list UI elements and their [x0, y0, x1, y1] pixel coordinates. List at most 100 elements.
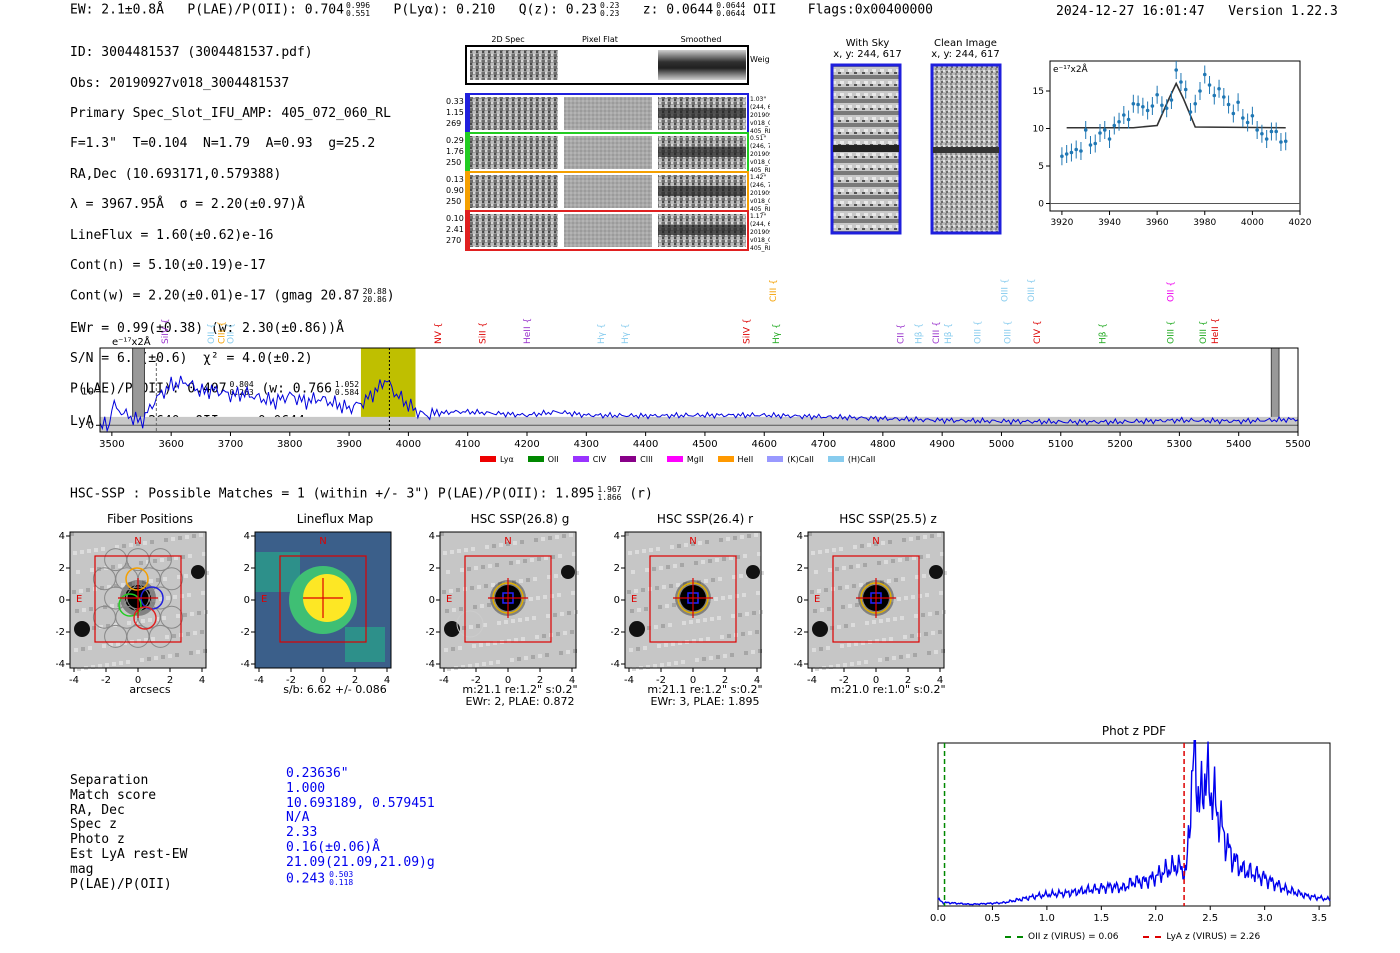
- sky-noise-pixel: [139, 561, 143, 565]
- sky-noise-pixel: [187, 593, 191, 597]
- neighbor-source: [191, 565, 205, 579]
- sky-noise-pixel: [126, 660, 130, 664]
- sky-noise-pixel: [887, 579, 891, 583]
- neighbor-source: [812, 621, 828, 637]
- sky-noise-pixel: [462, 626, 466, 630]
- cutout-smoothed-band: [658, 186, 746, 196]
- sky-noise-pixel: [150, 540, 154, 544]
- photz-legend: OII z (VIRUS) = 0.06 LyA z (VIRUS) = 2.2…: [1005, 932, 1260, 942]
- sky-noise-pixel: [90, 568, 94, 572]
- zoom-point: [1212, 93, 1217, 98]
- sky-noise-pixel: [489, 661, 493, 665]
- sky-noise-pixel: [720, 635, 724, 639]
- sky-noise-pixel: [880, 580, 884, 584]
- sky-noise-pixel: [937, 533, 941, 537]
- sky-noise-pixel: [665, 604, 669, 608]
- sky-noise-pixel: [202, 552, 206, 556]
- match-label: RA, Dec: [70, 802, 125, 818]
- sky-noise-pixel: [645, 568, 649, 572]
- sky-noise-pixel: [534, 538, 538, 542]
- spectrum-legend-label: (K)CaII: [787, 454, 814, 464]
- neighbor-source: [929, 565, 943, 579]
- sky-noise-pixel: [702, 657, 706, 661]
- header-z-lo: 0.0644: [716, 9, 746, 18]
- sky-noise-pixel: [122, 544, 126, 548]
- spectrum-legend-label: Lyα: [500, 454, 514, 464]
- sky-noise-pixel: [440, 532, 444, 536]
- sky-noise-pixel: [186, 632, 190, 636]
- match-value: 0.16(±0.06)Å: [286, 839, 380, 855]
- zoom-point: [1226, 102, 1231, 107]
- sky-noise-pixel: [89, 607, 93, 611]
- east-label: E: [446, 594, 452, 605]
- panel-ytick-label: 4: [429, 531, 435, 542]
- spectrum-legend-item: (H)CaII: [827, 455, 875, 464]
- sky-noise-pixel: [861, 641, 865, 645]
- info-contn: Cont(n) = 5.10(±0.19)e-17: [70, 258, 266, 274]
- sky-noise-pixel: [835, 567, 839, 571]
- sky-noise-pixel: [137, 639, 141, 643]
- hsc-panel-caption: m:21.1 re:1.2" s:0.2": [462, 683, 578, 696]
- north-label: N: [872, 536, 879, 547]
- sky-noise-pixel: [912, 556, 916, 560]
- header-plae-hi: 0.996: [345, 1, 371, 10]
- spectrum-xtick-label: 4000: [396, 439, 421, 448]
- sky-noise-pixel: [511, 619, 515, 623]
- panel-xtick-label: 2: [537, 675, 543, 686]
- sky-noise-pixel: [709, 656, 713, 660]
- panel-xtick-label: -2: [839, 675, 849, 686]
- sky-noise-pixel: [930, 534, 934, 538]
- sky-noise-pixel: [556, 632, 560, 636]
- sky-noise-pixel: [890, 598, 894, 602]
- hsc-summary: HSC-SSP : Possible Matches = 1 (within +…: [70, 486, 653, 502]
- panel-ytick-label: 4: [59, 531, 65, 542]
- sky-noise-pixel: [911, 595, 915, 599]
- sky-noise-pixel: [755, 630, 759, 634]
- sky-noise-pixel: [919, 555, 923, 559]
- sky-noise-pixel: [820, 608, 824, 612]
- sky-noise-pixel: [757, 552, 761, 556]
- sky-noise-pixel: [717, 616, 721, 620]
- sky-noise-pixel: [672, 603, 676, 607]
- sky-noise-pixel: [855, 603, 859, 607]
- sky-noise-pixel: [708, 559, 712, 563]
- sky-noise-pixel: [739, 574, 743, 578]
- sky-noise-pixel: [518, 618, 522, 622]
- zoom-ytick-label: 5: [1038, 162, 1044, 172]
- sky-noise-pixel: [668, 623, 672, 627]
- sky-noise-pixel: [102, 644, 106, 648]
- sky-noise-pixel: [744, 651, 748, 655]
- zoom-xtick-label: 3940: [1098, 218, 1121, 228]
- zoom-point: [1102, 128, 1107, 132]
- sky-noise-pixel: [906, 654, 910, 658]
- sky-noise-pixel: [190, 612, 194, 616]
- spectrum-xtick-label: 3900: [336, 439, 361, 448]
- sky-noise-pixel: [563, 631, 567, 635]
- spectrum-legend-label: OII: [547, 454, 559, 464]
- sky-noise-pixel: [197, 611, 201, 615]
- zoom-point: [1188, 110, 1193, 114]
- cutout-row-right-label: (244, 608): [750, 221, 770, 228]
- sky-noise-pixel: [111, 565, 115, 569]
- sky-noise-pixel: [943, 571, 947, 575]
- sky-noise-pixel: [691, 542, 695, 546]
- sky-noise-pixel: [733, 536, 737, 540]
- panel-xtick-label: 0: [873, 675, 879, 686]
- info-plae2-hi: 0.804: [229, 380, 254, 390]
- spectrum-line-label: OII {: [226, 323, 236, 344]
- cutout-row-right-label: 20190927: [750, 112, 770, 119]
- sky-noise-pixel: [99, 625, 103, 629]
- sky-noise-pixel: [696, 619, 700, 623]
- hsc-panel-title: HSC SSP(26.4) r: [656, 512, 754, 526]
- sky-noise-pixel: [517, 657, 521, 661]
- sky-noise-pixel: [677, 544, 681, 548]
- weighted-smoothed: [658, 50, 746, 80]
- sky-noise-pixel: [203, 649, 207, 653]
- sky-noise-pixel: [900, 616, 904, 620]
- sky-noise-pixel: [485, 545, 489, 549]
- spectrum-legend-swatch: [666, 456, 683, 462]
- panel-xtick-label: 2: [905, 675, 911, 686]
- spectrum-line: [99, 375, 1299, 433]
- sky-noise-pixel: [100, 586, 104, 590]
- panel-ytick-label: 2: [797, 563, 803, 574]
